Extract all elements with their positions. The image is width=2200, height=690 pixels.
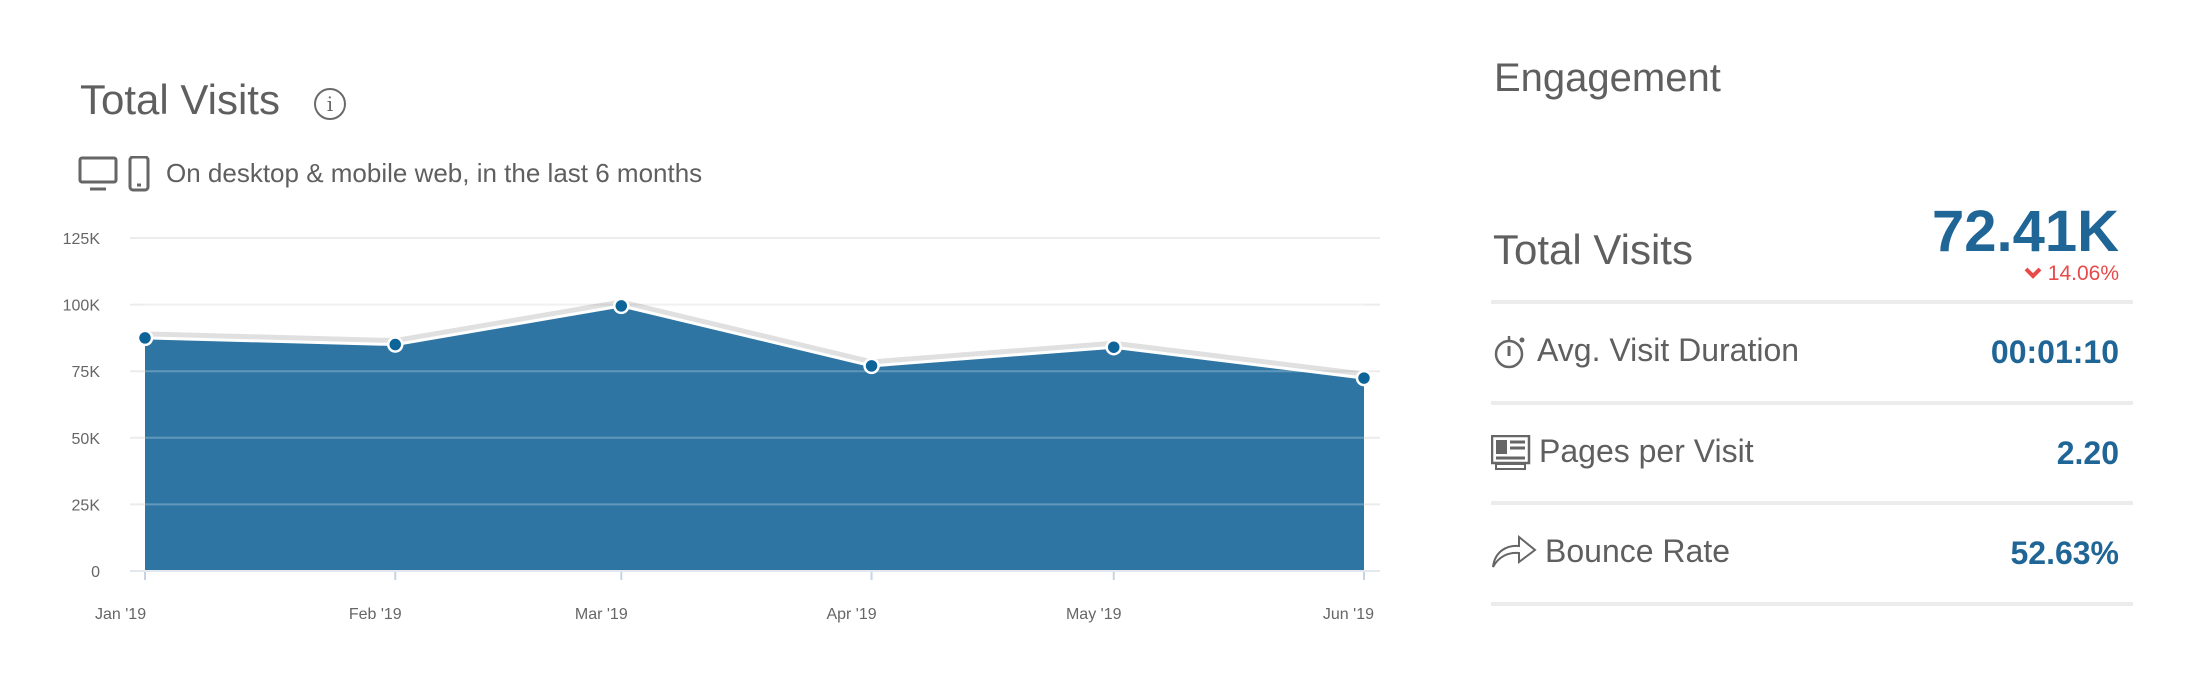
line-shadow (144, 299, 1365, 379)
info-icon[interactable]: i (314, 88, 346, 120)
data-point[interactable] (1355, 369, 1373, 387)
metric-value: 52.63% (2010, 535, 2119, 571)
area-fill (145, 305, 1364, 571)
data-point[interactable] (136, 329, 154, 347)
total-visits-label: Total Visits (1493, 226, 1693, 273)
pages-icon (1490, 434, 1531, 476)
total-visits-value: 72.41K (1931, 199, 2119, 264)
y-tick-label: 25K (72, 497, 101, 514)
visits-area-chart: 0 25K 50K 75K 100K 125K Jan '19 Feb '19 Mar '19 A… (63, 231, 1380, 623)
y-tick-label: 75K (72, 364, 101, 381)
chevron-down-icon (2024, 262, 2048, 285)
stopwatch-icon (1493, 332, 1527, 375)
data-point[interactable] (387, 336, 404, 353)
change-value: 14.06% (2047, 262, 2119, 285)
data-point[interactable] (613, 297, 630, 315)
metric-row-avg-visit-duration: Avg. Visit Duration 00:01:10 (1491, 304, 2133, 405)
x-tick-label: Mar '19 (575, 606, 628, 623)
y-tick-label: 0 (91, 564, 100, 581)
x-tick-label: Feb '19 (349, 606, 402, 623)
desktop-icon (78, 156, 118, 191)
data-point[interactable] (863, 357, 880, 375)
x-tick-label: Jan '19 (95, 606, 146, 623)
chart-title: Total Visits (80, 76, 280, 123)
series-line (144, 304, 1365, 380)
x-tick-label: May '19 (1066, 606, 1122, 623)
device-icons (78, 155, 158, 197)
metric-value: 00:01:10 (1990, 334, 2119, 370)
total-visits-row: Total Visits 72.41K 14.06% (1491, 190, 2133, 304)
y-tick-label: 50K (72, 431, 101, 448)
mobile-icon (128, 155, 150, 192)
metric-label: Bounce Rate (1545, 533, 1731, 569)
data-point[interactable] (1105, 338, 1122, 356)
metric-value: 2.20 (2056, 435, 2119, 471)
x-tick-label: Jun '19 (1323, 606, 1374, 623)
y-tick-label: 100K (63, 298, 101, 315)
metric-row-pages-per-visit: Pages per Visit 2.20 (1490, 405, 2133, 505)
metric-label: Pages per Visit (1539, 433, 1754, 469)
y-tick-label: 125K (63, 231, 101, 248)
x-tick-label: Apr '19 (826, 606, 876, 623)
bounce-arrow-icon (1491, 533, 1537, 574)
metric-row-bounce-rate: Bounce Rate 52.63% (1491, 505, 2133, 606)
engagement-title: Engagement (1494, 56, 1721, 100)
chart-subtitle: On desktop & mobile web, in the last 6 m… (166, 158, 703, 188)
metric-label: Avg. Visit Duration (1537, 332, 1800, 368)
change-indicator: 14.06% (2024, 262, 2119, 286)
